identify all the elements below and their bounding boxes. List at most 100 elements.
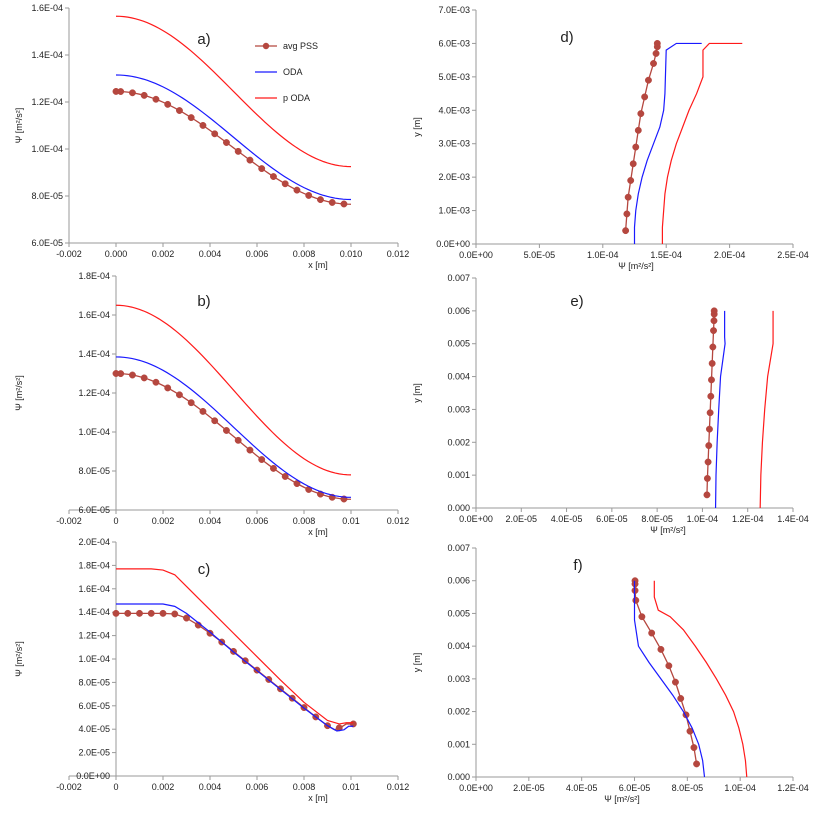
y-tick-label: 0.005	[447, 608, 470, 618]
data-point-marker	[708, 376, 715, 384]
y-tick-label: 0.004	[447, 641, 470, 651]
series-line-p-oda	[115, 304, 352, 476]
y-tick-label: 0.002	[447, 437, 470, 447]
x-axis-label: Ψ [m²/s²]	[604, 794, 640, 804]
series-line-oda	[633, 580, 706, 778]
data-point-marker	[305, 191, 313, 199]
x-tick-label: 4.0E-05	[551, 514, 583, 524]
data-point-marker	[641, 93, 649, 101]
y-tick-label: 0.001	[447, 739, 470, 749]
panel-a: -0.002 0.000 0.002 0.004 0.006 0.008 0.010 0.01…	[14, 3, 409, 270]
series-line-avg-pss	[115, 90, 352, 205]
y-tick-label: 0.000	[447, 503, 470, 513]
x-tick-label: 0.010	[340, 249, 363, 259]
series-line-oda	[714, 310, 726, 509]
x-tick-label: 0.01	[342, 782, 360, 792]
x-tick-label: 6.0E-05	[619, 783, 651, 793]
series-line-p-oda	[653, 580, 748, 778]
y-tick-label: 0.0E+00	[436, 239, 470, 249]
panel-label: b)	[197, 293, 210, 310]
y-axis-label: Ψ [m²/s²]	[14, 108, 24, 144]
panel-e: 0.0E+00 2.0E-05 4.0E-05 6.0E-05 8.0E-05 1.0E-…	[412, 273, 809, 535]
y-tick-label: 7.0E-03	[438, 5, 470, 15]
series-line-p-oda	[661, 42, 743, 244]
data-point-marker	[704, 458, 712, 466]
data-point-marker	[710, 327, 717, 335]
panel-f: 0.0E+00 2.0E-05 4.0E-05 6.0E-05 8.0E-05 1.0E-…	[412, 543, 809, 804]
x-tick-label: 1.0E-04	[587, 250, 619, 260]
x-tick-label: 0.006	[246, 249, 269, 259]
y-tick-label: 8.0E-05	[78, 677, 110, 687]
x-tick-label: 1.0E-04	[724, 783, 756, 793]
data-point-marker	[112, 609, 120, 617]
x-tick-label: 0.0E+00	[459, 250, 493, 260]
data-point-marker	[622, 227, 630, 235]
data-point-marker	[281, 473, 289, 480]
data-point-marker	[705, 425, 713, 433]
y-tick-label: 6.0E-03	[438, 38, 470, 48]
y-tick-label: 1.8E-04	[78, 560, 110, 570]
data-point-marker	[623, 210, 631, 218]
y-tick-label: 0.006	[447, 306, 470, 316]
x-tick-label: 0.008	[293, 782, 316, 792]
y-tick-label: 6.0E-05	[78, 701, 110, 711]
data-point-marker	[281, 180, 289, 188]
y-tick-label: 8.0E-05	[31, 191, 63, 201]
x-tick-label: 1.5E-04	[650, 250, 682, 260]
x-tick-label: 1.2E-04	[732, 514, 764, 524]
series-line-oda	[116, 603, 354, 732]
y-tick-label: 8.0E-05	[78, 466, 110, 476]
y-tick-label: 0.003	[447, 674, 470, 684]
panel-label: f)	[573, 557, 582, 574]
x-axis-label: x [m]	[308, 260, 328, 270]
y-tick-label: 0.001	[447, 470, 470, 480]
y-tick-label: 0.004	[447, 372, 470, 382]
data-point-marker	[709, 343, 717, 351]
x-tick-label: 2.5E-04	[777, 250, 809, 260]
data-point-marker	[152, 378, 160, 386]
x-tick-label: 0.006	[246, 782, 269, 792]
data-point-marker	[270, 464, 277, 472]
data-point-marker	[317, 196, 324, 204]
x-tick-label: 8.0E-05	[672, 783, 704, 793]
data-point-marker	[152, 95, 160, 103]
data-point-marker	[624, 193, 632, 201]
data-point-marker	[171, 610, 179, 618]
x-tick-label: 8.0E-05	[641, 514, 673, 524]
y-axis-label: Ψ [m²/s²]	[14, 641, 24, 677]
y-tick-label: 4.0E-05	[78, 724, 110, 734]
x-tick-label: -0.002	[56, 516, 82, 526]
x-tick-label: 2.0E-05	[506, 514, 538, 524]
data-point-marker	[234, 436, 242, 444]
data-point-marker	[117, 88, 125, 95]
data-point-marker	[627, 177, 635, 184]
y-axis-label: y [m]	[412, 653, 422, 673]
data-point-marker	[176, 107, 183, 114]
data-point-marker	[140, 91, 148, 99]
y-tick-label: 3.0E-03	[438, 139, 470, 149]
panel-label: d)	[560, 29, 573, 46]
x-axis-label: Ψ [m²/s²]	[618, 261, 654, 271]
x-tick-label: 0.000	[105, 249, 128, 259]
series-line-p-oda	[115, 15, 352, 168]
data-point-marker	[710, 317, 718, 325]
data-point-marker	[677, 695, 685, 702]
x-tick-label: -0.002	[56, 249, 82, 259]
y-tick-label: 0.003	[447, 404, 470, 414]
data-point-marker	[328, 199, 336, 206]
x-tick-label: 6.0E-05	[596, 514, 628, 524]
x-axis-label: x [m]	[308, 527, 328, 537]
data-point-marker	[164, 100, 172, 108]
data-point-marker	[644, 76, 652, 84]
y-tick-label: 2.0E-03	[438, 172, 470, 182]
x-tick-label: 1.0E-04	[687, 514, 719, 524]
data-point-marker	[258, 165, 266, 173]
data-point-marker	[187, 114, 195, 122]
data-point-marker	[706, 409, 714, 417]
x-tick-label: 4.0E-05	[566, 783, 598, 793]
y-tick-label: 1.4E-04	[78, 607, 110, 617]
x-tick-label: 0.002	[152, 516, 175, 526]
data-point-marker	[258, 456, 266, 463]
